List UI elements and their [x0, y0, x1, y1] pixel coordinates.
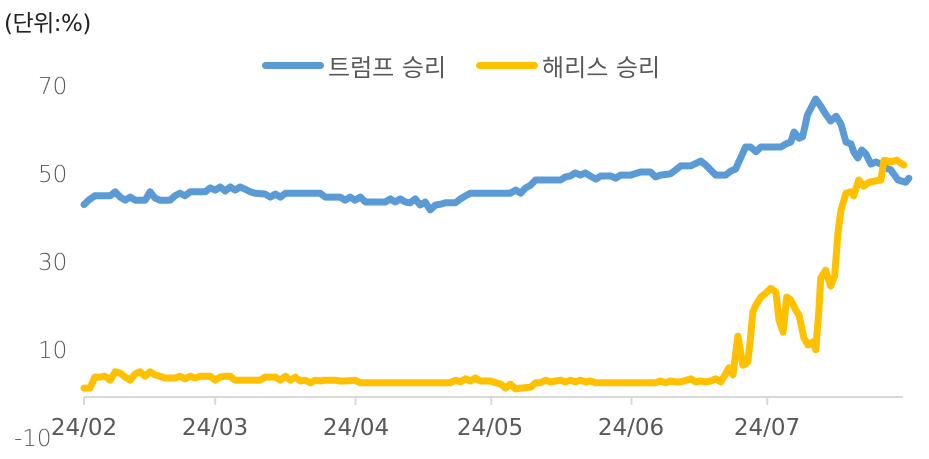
y-tick-50: 50 [38, 162, 68, 188]
legend-item-harris: 해리스 승리 [476, 48, 660, 83]
legend-label-harris: 해리스 승리 [542, 54, 661, 82]
series-line-trump [80, 95, 913, 214]
x-tick-24-03: 24/03 [181, 415, 249, 441]
series-line-harris [80, 156, 908, 393]
x-tick-24-07: 24/07 [733, 415, 801, 441]
legend-item-trump: 트럼프 승리 [262, 48, 446, 83]
x-tick-24-06: 24/06 [597, 415, 665, 441]
legend-swatch-trump [262, 62, 324, 69]
x-tick-24-02: 24/02 [50, 415, 118, 441]
y-tick-70: 70 [38, 74, 68, 100]
y-tick-30: 30 [38, 250, 68, 276]
legend: 트럼프 승리 해리스 승리 [262, 48, 690, 83]
x-axis-ticks [83, 397, 769, 405]
x-tick-24-05: 24/05 [456, 415, 524, 441]
legend-label-trump: 트럼프 승리 [328, 54, 447, 82]
x-tick-24-04: 24/04 [322, 415, 390, 441]
y-tick-neg10: -10 [14, 426, 52, 452]
unit-label: (단위:%) [4, 11, 91, 37]
legend-swatch-harris [476, 62, 539, 69]
y-tick-10: 10 [38, 338, 68, 364]
